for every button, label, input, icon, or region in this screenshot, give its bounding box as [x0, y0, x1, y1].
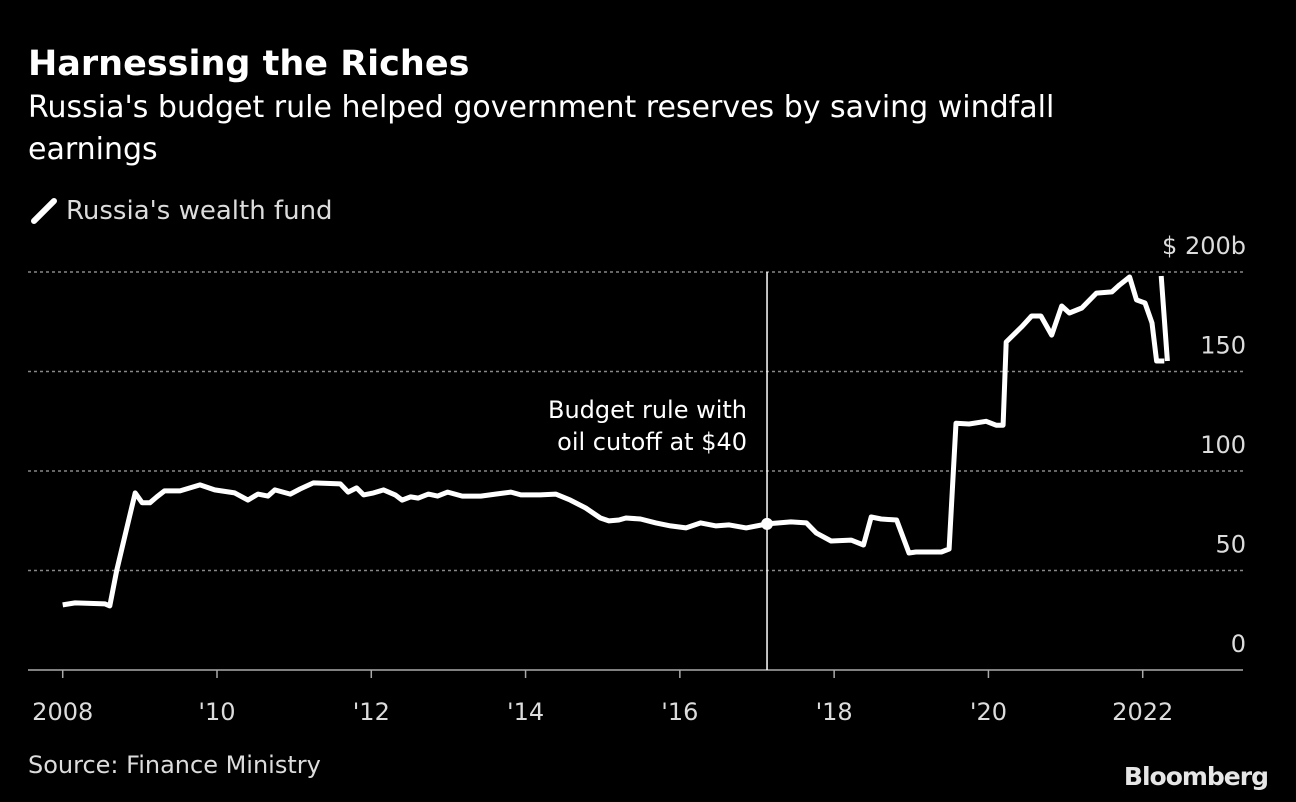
- legend-swatch: [31, 198, 57, 224]
- x-tick-label: 2022: [1112, 698, 1173, 726]
- y-tick-label: 0: [1231, 630, 1246, 658]
- source: Source: Finance Ministry: [28, 751, 321, 779]
- legend-label: Russia's wealth fund: [66, 196, 333, 226]
- y-tick-label: 100: [1200, 431, 1246, 459]
- x-tick-label: '14: [507, 698, 544, 726]
- chart-subtitle: Russia's budget rule helped government r…: [28, 90, 1054, 167]
- data-line: [62, 274, 1170, 609]
- y-tick-label: $ 200b: [1162, 232, 1246, 260]
- annotation-point: [761, 517, 774, 530]
- x-tick-label: '20: [970, 698, 1007, 726]
- annotation-text: Budget rule with: [548, 396, 747, 424]
- chart-title: Harnessing the Riches: [28, 44, 469, 84]
- x-tick-label: '16: [661, 698, 698, 726]
- annotation-text: oil cutoff at $40: [557, 428, 747, 456]
- brand: Bloomberg: [1124, 762, 1268, 791]
- y-tick-label: 150: [1200, 332, 1246, 360]
- y-tick-label: 50: [1215, 531, 1246, 559]
- x-tick-label: 2008: [32, 698, 93, 726]
- x-tick-label: '18: [816, 698, 853, 726]
- x-tick-label: '12: [353, 698, 390, 726]
- x-tick-label: '10: [198, 698, 235, 726]
